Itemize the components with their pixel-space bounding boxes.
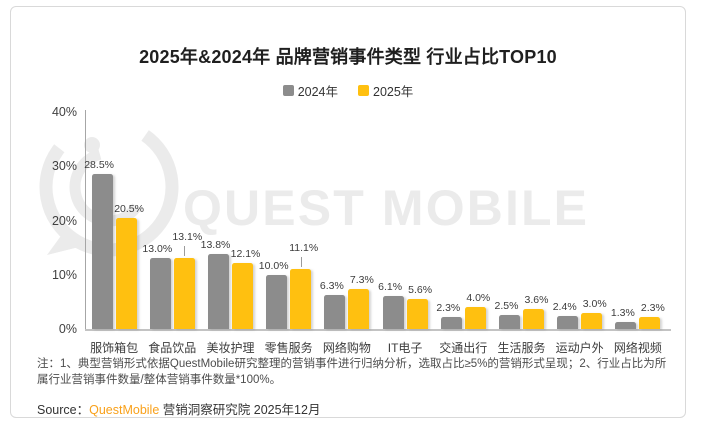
bar-2025 <box>173 257 195 329</box>
legend-item-2024: 2024年 <box>282 81 338 100</box>
x-axis-line <box>85 329 671 331</box>
bar-value-2024: 6.3% <box>319 279 344 292</box>
bar-value-2024: 28.5% <box>84 159 114 172</box>
category-label: 食品饮品 <box>148 341 197 355</box>
bar-2024 <box>324 294 346 329</box>
source-prefix: Source： <box>37 403 90 417</box>
chart-title: 2025年&2024年 品牌营销事件类型 行业占比TOP10 <box>139 47 557 67</box>
bar-value-2024: 6.1% <box>378 280 403 293</box>
category-label: 交通出行 <box>439 341 488 355</box>
y-axis-tick-label: 20% <box>51 213 77 228</box>
bar-2025 <box>115 217 137 329</box>
bar-value-2024: 2.3% <box>436 301 461 314</box>
legend-swatch-2024-icon <box>282 85 294 96</box>
category-label: 零售服务 <box>264 341 313 355</box>
chart-legend: 2024年 2025年 <box>11 81 685 100</box>
bar-2025 <box>581 312 603 329</box>
bar-value-2025: 2.3% <box>640 301 665 314</box>
source-rest: 营销洞察研究院 2025年12月 <box>159 403 321 417</box>
bar-2025 <box>464 307 486 329</box>
bar-value-2024: 13.0% <box>142 243 173 256</box>
bar-2024 <box>266 274 288 329</box>
bar-value-2025: 3.0% <box>582 297 607 310</box>
category-label: IT电子 <box>387 341 423 355</box>
bar-value-2024: 1.3% <box>610 306 635 319</box>
bar-2025 <box>232 263 253 329</box>
bar-2024 <box>557 315 579 329</box>
bar-value-2025: 4.0% <box>466 292 491 305</box>
category-label: 网络视频 <box>613 341 662 355</box>
bar-value-2025: 20.5% <box>114 202 144 215</box>
footnote: 注：1、典型营销形式依据QuestMobile研究整理的营销事件进行归纳分析，选… <box>37 358 667 387</box>
legend-label-2025: 2025年 <box>373 85 414 99</box>
category-label: 服饰箱包 <box>90 341 139 355</box>
category-label: 网络购物 <box>322 341 371 355</box>
bar-value-2024: 13.8% <box>200 239 231 252</box>
bar-2025 <box>348 289 370 329</box>
legend-item-2025: 2025年 <box>358 81 413 100</box>
bar-2025 <box>290 268 312 329</box>
bar-2024 <box>382 295 404 329</box>
label-leader-line <box>184 245 186 256</box>
bar-2025 <box>523 309 544 329</box>
bar-2025 <box>639 316 661 329</box>
bar-value-2025: 5.6% <box>408 283 433 296</box>
legend-swatch-2025-icon <box>358 85 369 96</box>
bar-value-2025: 12.1% <box>230 248 261 261</box>
legend-label-2024: 2024年 <box>297 85 338 99</box>
bar-2025 <box>406 298 428 329</box>
bar-2024 <box>440 316 462 329</box>
report-card: 2025年&2024年 品牌营销事件类型 行业占比TOP10 2024年 202… <box>10 6 686 418</box>
bar-2024 <box>208 254 229 329</box>
source-brand: QuestMobile <box>89 403 160 417</box>
y-axis-tick-label: 30% <box>51 159 77 174</box>
y-axis-line <box>85 110 86 329</box>
y-axis-tick-label: 0% <box>58 322 77 336</box>
label-leader-line <box>300 256 302 267</box>
y-axis-tick-label: 40% <box>51 105 77 119</box>
bar-2024 <box>615 321 637 329</box>
bar-value-2024: 2.5% <box>494 300 519 313</box>
y-axis-tick-label: 10% <box>51 267 77 282</box>
bar-value-2025: 11.1% <box>289 241 319 254</box>
category-label: 运动户外 <box>555 341 604 355</box>
bar-value-2024: 2.4% <box>552 300 577 313</box>
bar-2024 <box>91 174 113 329</box>
bar-2024 <box>499 315 520 329</box>
bar-2024 <box>149 258 171 329</box>
bar-value-2025: 3.6% <box>524 294 549 307</box>
source-line: Source：QuestMobile 营销洞察研究院 2025年12月 <box>37 399 320 418</box>
category-label: 生活服务 <box>497 341 546 355</box>
bar-value-2025: 7.3% <box>349 274 374 287</box>
bar-chart-plot-area: 40% 30% 20% 10% 0% 28.5% 20.5% 服饰箱包 13.0% 13.1% 食品… <box>52 105 671 355</box>
bar-value-2024: 10.0% <box>258 259 289 272</box>
category-label: 美妆护理 <box>206 341 255 355</box>
bar-value-2025: 13.1% <box>172 230 203 243</box>
